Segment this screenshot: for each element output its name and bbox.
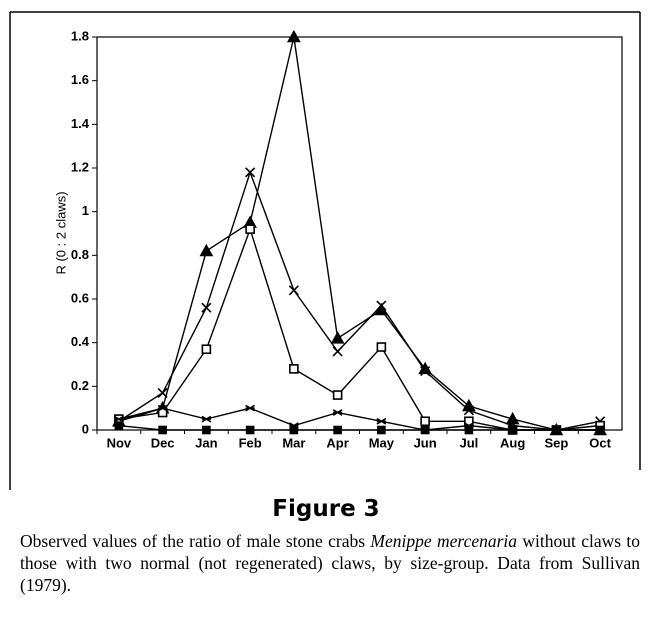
- point: [332, 409, 343, 416]
- point: [333, 425, 342, 435]
- y-tick-label: 0.2: [71, 378, 89, 393]
- y-tick-label: 0.6: [71, 290, 89, 305]
- point: [376, 417, 387, 425]
- x-tick-label: Dec: [151, 435, 175, 450]
- figure-label: Figure 3: [272, 496, 380, 522]
- point: [158, 425, 167, 435]
- series-line: [118, 226, 601, 431]
- species-name: Menippe mercenaria: [370, 531, 518, 551]
- point: [377, 425, 386, 435]
- point: [376, 342, 387, 352]
- point: [245, 425, 255, 435]
- y-tick-label: 0.8: [71, 247, 89, 262]
- point: [201, 302, 212, 313]
- point: [288, 285, 299, 296]
- point: [552, 425, 561, 435]
- caption: Observed values of the ratio of male sto…: [20, 530, 640, 596]
- point: [289, 364, 299, 374]
- series-line: [118, 170, 601, 431]
- point: [287, 29, 301, 43]
- y-tick-label: 1.2: [71, 159, 89, 174]
- x-tick-label: Apr: [326, 435, 348, 450]
- point: [245, 224, 255, 234]
- x-tick-label: Jul: [459, 435, 478, 450]
- point: [463, 405, 474, 416]
- y-tick-label: 0: [82, 421, 89, 436]
- point: [201, 415, 212, 423]
- point: [289, 425, 299, 435]
- point: [332, 390, 343, 400]
- y-tick-label: 1.4: [71, 116, 90, 131]
- point: [330, 331, 345, 344]
- point: [464, 425, 474, 435]
- x-tick-label: Feb: [239, 435, 262, 450]
- point: [113, 415, 124, 423]
- point: [114, 421, 124, 430]
- point: [332, 346, 343, 357]
- x-tick-label: May: [369, 435, 395, 450]
- point: [157, 404, 168, 412]
- point: [245, 167, 256, 178]
- point: [201, 344, 212, 355]
- series-line: [118, 424, 601, 431]
- x-tick-label: Nov: [107, 435, 132, 450]
- x-tick-label: Mar: [282, 435, 305, 450]
- point: [420, 425, 430, 435]
- point: [505, 411, 520, 425]
- x-tick-label: Oct: [589, 435, 611, 450]
- point: [376, 300, 387, 311]
- point: [157, 387, 168, 398]
- chart: R (0 : 2 claws) 0 0.2 0.4 0.6 0.8 1 1.2 1.4 1.6 1…: [9, 11, 641, 490]
- y-tick-label: 0.4: [71, 334, 90, 349]
- point: [202, 425, 211, 435]
- y-tick-label: 1: [82, 203, 89, 218]
- point: [199, 243, 214, 257]
- point: [595, 425, 605, 435]
- point: [420, 416, 430, 427]
- point: [420, 365, 431, 377]
- caption-text: without claws to those with two normal (…: [20, 531, 641, 595]
- x-tick-label: Jun: [414, 435, 437, 450]
- x-tick-label: Sep: [544, 435, 568, 450]
- series-line: [118, 36, 601, 431]
- y-axis-label: R (0 : 2 claws): [53, 191, 68, 274]
- x-tick-label: Jan: [195, 435, 217, 450]
- point: [245, 404, 256, 412]
- x-tick-label: Aug: [500, 435, 525, 450]
- caption-text: Observed values of the ratio of male sto…: [20, 531, 366, 551]
- y-tick-label: 1.8: [71, 28, 89, 43]
- point: [508, 425, 517, 435]
- y-tick-label: 1.6: [71, 72, 89, 87]
